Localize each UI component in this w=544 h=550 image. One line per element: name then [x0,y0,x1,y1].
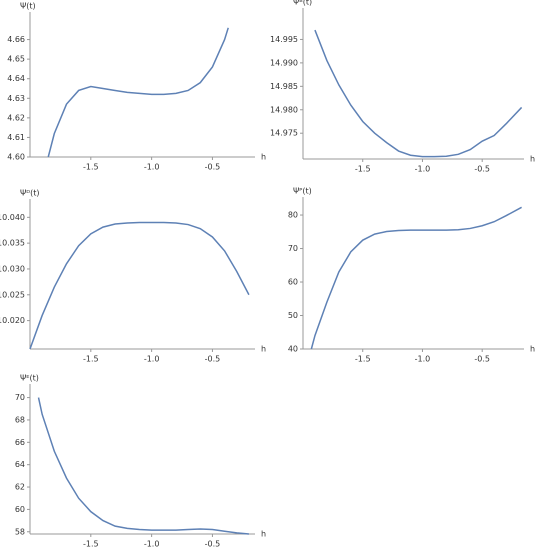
x-tick-label: -0.5 [205,355,221,364]
y-tick-label: 60 [15,505,25,514]
y-axis-label: Ψ(t) [20,2,36,11]
y-tick-label: 14.980 [270,105,298,114]
x-axis-label: h [261,530,266,539]
y-tick-label: 4.63 [7,94,25,103]
data-line [29,221,250,350]
y-tick-label: 14.985 [270,82,298,91]
x-tick-label: -1.5 [355,355,371,364]
x-tick-label: -1.0 [415,355,431,364]
x-tick-label: -1.5 [83,163,99,172]
y-tick-label: 80 [288,211,298,220]
y-tick-label: 4.62 [7,113,25,122]
y-axis-label: Ψᴰ(t) [20,189,40,198]
y-tick-label: 4.60 [7,153,25,162]
y-tick-label: 66 [15,438,25,447]
y-tick-label: 10.040 [0,213,25,222]
y-axis-label: Ψᴱ(t) [20,374,39,383]
y-tick-label: 50 [288,311,298,320]
y-tick-label: 64 [15,460,25,469]
x-tick-label: -1.0 [144,540,160,549]
x-axis-label: h [530,155,535,164]
y-tick-label: 4.61 [7,133,25,142]
y-tick-label: 14.975 [270,129,298,138]
x-tick-label: -1.0 [144,355,160,364]
x-tick-label: -1.5 [355,165,371,174]
x-tick-label: -0.5 [474,165,490,174]
x-tick-label: -1.0 [415,165,431,174]
data-line [310,206,522,350]
y-tick-label: 14.995 [270,35,298,44]
data-line [37,397,249,535]
x-tick-label: -1.0 [144,163,160,172]
x-tick-label: -0.5 [205,540,221,549]
data-line [314,29,523,158]
y-tick-label: 58 [15,527,25,536]
data-line [47,27,229,158]
y-tick-label: 70 [288,244,298,253]
y-axis-label: Ψᴾ(t) [293,187,312,196]
y-tick-label: 40 [288,345,298,354]
y-tick-label: 62 [15,483,25,492]
y-tick-label: 10.020 [0,316,25,325]
y-tick-label: 10.035 [0,239,25,248]
y-tick-label: 10.030 [0,264,25,273]
y-tick-label: 4.65 [7,55,25,64]
x-tick-label: -1.5 [83,355,99,364]
x-tick-label: -0.5 [205,163,221,172]
y-tick-label: 60 [288,278,298,287]
y-tick-label: 4.64 [7,74,25,83]
y-axis-label: Ψᴮ(t) [293,0,312,7]
x-tick-label: -0.5 [474,355,490,364]
x-tick-label: -1.5 [83,540,99,549]
y-tick-label: 68 [15,415,25,424]
y-tick-label: 14.990 [270,58,298,67]
y-tick-label: 10.025 [0,290,25,299]
x-axis-label: h [530,345,535,354]
x-axis-label: h [261,345,266,354]
y-tick-label: 4.66 [7,35,25,44]
y-tick-label: 70 [15,393,25,402]
x-axis-label: h [261,153,266,162]
